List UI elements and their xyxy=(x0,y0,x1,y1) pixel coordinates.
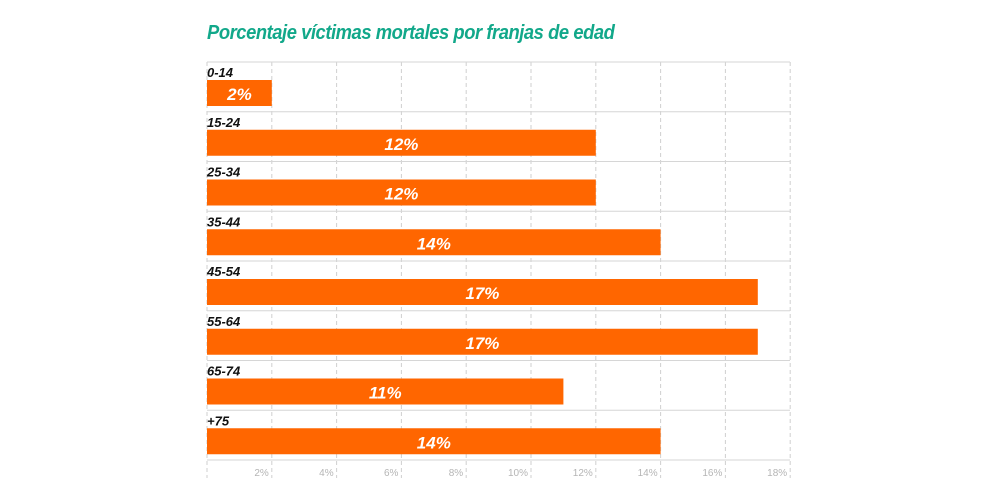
bar xyxy=(207,179,596,206)
data-label: 14% xyxy=(417,433,451,452)
bar xyxy=(207,229,661,256)
category-label: 65-74 xyxy=(207,364,241,379)
data-label: 2% xyxy=(226,85,252,104)
bar xyxy=(207,80,272,106)
x-tick-label: 16% xyxy=(702,468,722,479)
category-label: 45-54 xyxy=(206,264,241,279)
x-tick-label: 10% xyxy=(508,468,528,479)
x-tick-label: 2% xyxy=(254,468,269,479)
data-label: 12% xyxy=(384,185,418,204)
category-label: 55-64 xyxy=(207,314,241,329)
category-label: 0-14 xyxy=(207,65,234,80)
x-tick-label: 12% xyxy=(573,468,593,479)
category-label: 25-34 xyxy=(206,165,241,180)
data-label: 14% xyxy=(417,234,451,253)
data-label: 11% xyxy=(369,384,402,403)
data-label: 12% xyxy=(384,135,418,154)
data-label: 17% xyxy=(465,334,499,353)
x-tick-label: 8% xyxy=(449,468,464,479)
category-label: 35-44 xyxy=(207,214,241,229)
data-label: 17% xyxy=(465,284,499,303)
x-tick-label: 18% xyxy=(767,468,787,479)
bar xyxy=(207,279,758,305)
x-tick-label: 4% xyxy=(319,468,334,479)
x-tick-label: 14% xyxy=(638,468,658,479)
category-label: 15-24 xyxy=(207,115,241,130)
bar xyxy=(207,129,596,156)
bar xyxy=(207,428,661,455)
category-label: +75 xyxy=(207,413,230,428)
bar xyxy=(207,378,564,405)
chart-title: Porcentaje víctimas mortales por franjas… xyxy=(207,22,615,44)
x-tick-label: 6% xyxy=(384,468,399,479)
bar xyxy=(207,328,758,355)
